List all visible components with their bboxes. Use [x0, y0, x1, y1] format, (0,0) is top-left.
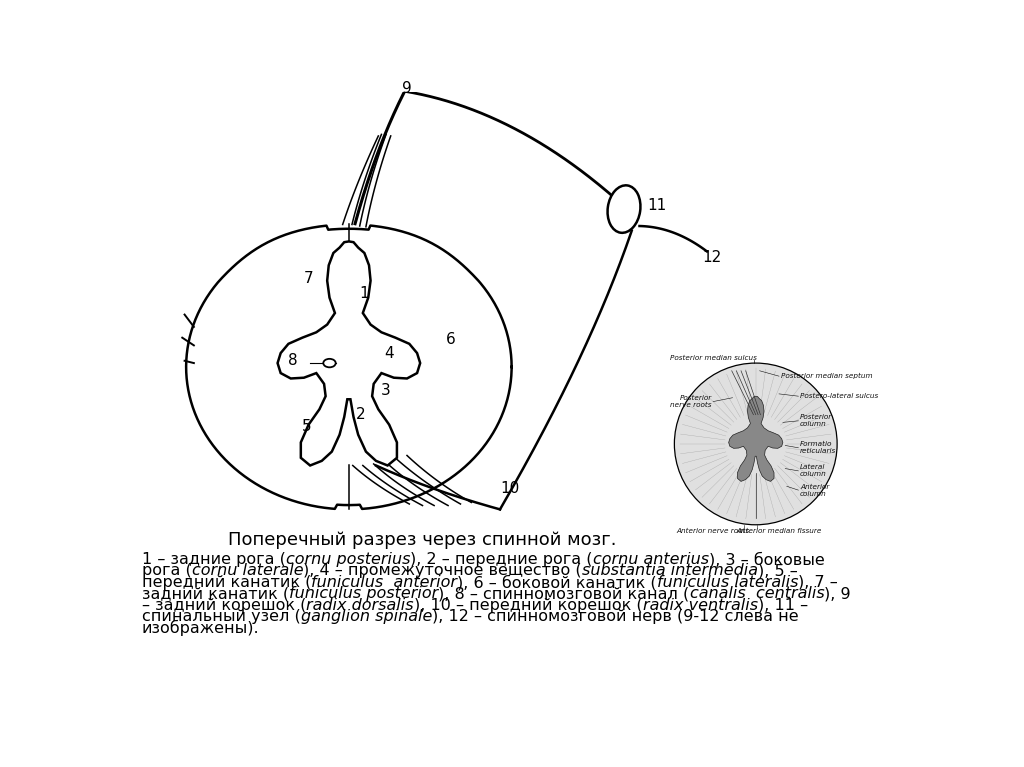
Text: передний канатик (: передний канатик (: [142, 574, 311, 590]
Text: Posterior
column: Posterior column: [800, 414, 833, 427]
Text: ), 6 – боковой канатик (: ), 6 – боковой канатик (: [458, 574, 657, 590]
Text: 1 – задние рога (: 1 – задние рога (: [142, 552, 286, 567]
Text: radix dorsalis: radix dorsalis: [306, 597, 414, 613]
Text: ), 8 – спинномозговой канал (: ), 8 – спинномозговой канал (: [438, 586, 689, 601]
Text: ), 11 –: ), 11 –: [758, 597, 808, 613]
Text: Anterior median fissure: Anterior median fissure: [736, 528, 821, 534]
Text: ), 7 –: ), 7 –: [799, 574, 839, 590]
Text: substantia intermedia: substantia intermedia: [582, 563, 758, 578]
Text: ), 12 – спинномозговой нерв (9-12 слева не: ), 12 – спинномозговой нерв (9-12 слева …: [432, 609, 799, 624]
Text: рога (: рога (: [142, 563, 191, 578]
Text: ), 2 – передние рога (: ), 2 – передние рога (: [411, 552, 593, 567]
Text: Formatio
reticularis: Formatio reticularis: [800, 441, 837, 454]
Text: 2: 2: [355, 407, 366, 422]
Text: Posterior
nerve roots: Posterior nerve roots: [670, 395, 712, 408]
Text: ), 3 – боковые: ), 3 – боковые: [709, 551, 824, 568]
Text: 4: 4: [384, 346, 394, 360]
Text: Anterior
column: Anterior column: [800, 484, 829, 496]
Text: 8: 8: [289, 354, 298, 368]
Text: 3: 3: [381, 383, 391, 397]
Text: задний канатик (: задний канатик (: [142, 586, 289, 601]
Text: canalis  centralis: canalis centralis: [689, 586, 824, 601]
Circle shape: [675, 363, 838, 525]
Text: funiculus  anterior: funiculus anterior: [311, 574, 458, 590]
Text: cornu anterius: cornu anterius: [593, 552, 709, 567]
Text: ), 5 –: ), 5 –: [758, 563, 798, 578]
Text: Lateral
column: Lateral column: [800, 464, 826, 477]
Text: cornu laterale: cornu laterale: [191, 563, 303, 578]
Text: funiculus lateralis: funiculus lateralis: [657, 574, 799, 590]
Text: ), 9: ), 9: [824, 586, 851, 601]
Text: Anterior nerve roots: Anterior nerve roots: [677, 528, 750, 534]
Ellipse shape: [324, 359, 336, 367]
Text: 10: 10: [501, 481, 520, 496]
Text: 12: 12: [701, 250, 721, 265]
Text: Posterior median septum: Posterior median septum: [780, 373, 872, 379]
Text: 6: 6: [446, 332, 456, 347]
Text: ganglion spinale: ganglion spinale: [301, 609, 432, 624]
Ellipse shape: [607, 186, 640, 233]
Text: Postero-lateral sulcus: Postero-lateral sulcus: [800, 393, 879, 399]
Text: ), 10 – передний корешок (: ), 10 – передний корешок (: [414, 597, 643, 613]
Text: 11: 11: [647, 198, 667, 212]
Text: 1: 1: [359, 286, 370, 301]
Text: radix ventralis: radix ventralis: [643, 597, 758, 613]
Text: 9: 9: [402, 81, 412, 96]
Text: ), 4 – промежуточное вещество (: ), 4 – промежуточное вещество (: [303, 563, 582, 578]
Text: изображены).: изображены).: [142, 620, 259, 636]
Text: 5: 5: [301, 420, 311, 434]
Text: funiculus posterior: funiculus posterior: [289, 586, 438, 601]
Polygon shape: [278, 242, 420, 466]
Text: 7: 7: [304, 271, 313, 286]
Text: Поперечный разрез через спинной мозг.: Поперечный разрез через спинной мозг.: [228, 532, 616, 549]
Polygon shape: [186, 225, 512, 509]
Polygon shape: [729, 397, 782, 482]
Text: – задний корешок (: – задний корешок (: [142, 597, 306, 613]
Text: спинальный узел (: спинальный узел (: [142, 609, 301, 624]
Text: Posterior median sulcus: Posterior median sulcus: [670, 355, 757, 361]
Text: cornu posterius: cornu posterius: [286, 552, 411, 567]
